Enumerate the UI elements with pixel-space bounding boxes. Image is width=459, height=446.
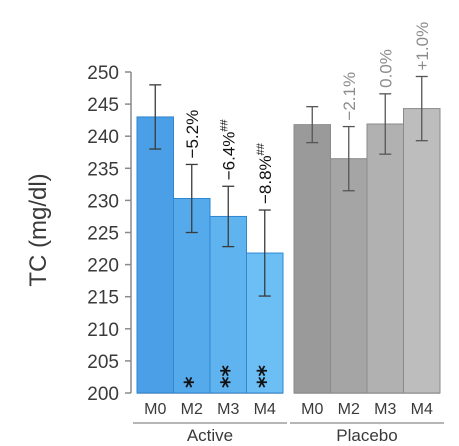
y-tick-label: 215 xyxy=(87,288,119,309)
y-tick-label: 230 xyxy=(87,191,119,212)
bar-placebo-m0 xyxy=(293,124,331,394)
x-tick-label: M3 xyxy=(374,401,396,418)
y-tick-label: 200 xyxy=(87,384,119,405)
significance-stars: ** xyxy=(217,364,242,388)
x-tick-label: M2 xyxy=(338,401,360,418)
x-tick-label: M0 xyxy=(144,401,166,418)
y-tick-label: 210 xyxy=(87,320,119,341)
y-tick-label: 245 xyxy=(87,95,119,116)
y-tick-label: 235 xyxy=(87,159,119,180)
y-tick-label: 240 xyxy=(87,127,119,148)
bar-active-m0 xyxy=(136,116,174,394)
x-tick-label: M4 xyxy=(254,401,276,418)
y-tick-label: 220 xyxy=(87,256,119,277)
y-tick-label: 225 xyxy=(87,224,119,245)
significance-sup: ## xyxy=(255,142,267,155)
significance-stars: * xyxy=(181,376,206,388)
x-tick-label: M0 xyxy=(301,401,323,418)
change-label: −2.1% xyxy=(340,72,359,121)
y-tick-label: 205 xyxy=(87,352,119,373)
change-label: 0.0% xyxy=(376,49,395,88)
labels: M0 M2 −5.2% * M3 −6.4%## ** M4 −8.8%## ** Active M0… xyxy=(144,22,433,445)
y-axis-label: TC (mg/dl) xyxy=(25,173,52,286)
change-label: −8.8%## xyxy=(255,142,275,204)
bar-placebo-m3 xyxy=(366,123,404,394)
change-label: +1.0% xyxy=(413,22,432,71)
x-tick-label: M3 xyxy=(217,401,239,418)
axes: 200 205 210 215 220 225 230 235 240 245 250 xyxy=(87,63,444,424)
y-tick-label: 250 xyxy=(87,63,119,84)
group-label: Placebo xyxy=(336,426,397,445)
bar-placebo-m2 xyxy=(330,158,368,394)
change-label: −5.2% xyxy=(183,110,202,159)
bar-placebo-m4 xyxy=(403,108,441,394)
x-tick-label: M4 xyxy=(411,401,433,418)
x-tick-label: M2 xyxy=(181,401,203,418)
change-label: −6.4%## xyxy=(218,118,238,180)
group-label: Active xyxy=(187,426,233,445)
significance-stars: ** xyxy=(254,364,279,388)
bars xyxy=(136,75,441,394)
significance-sup: ## xyxy=(218,118,230,131)
